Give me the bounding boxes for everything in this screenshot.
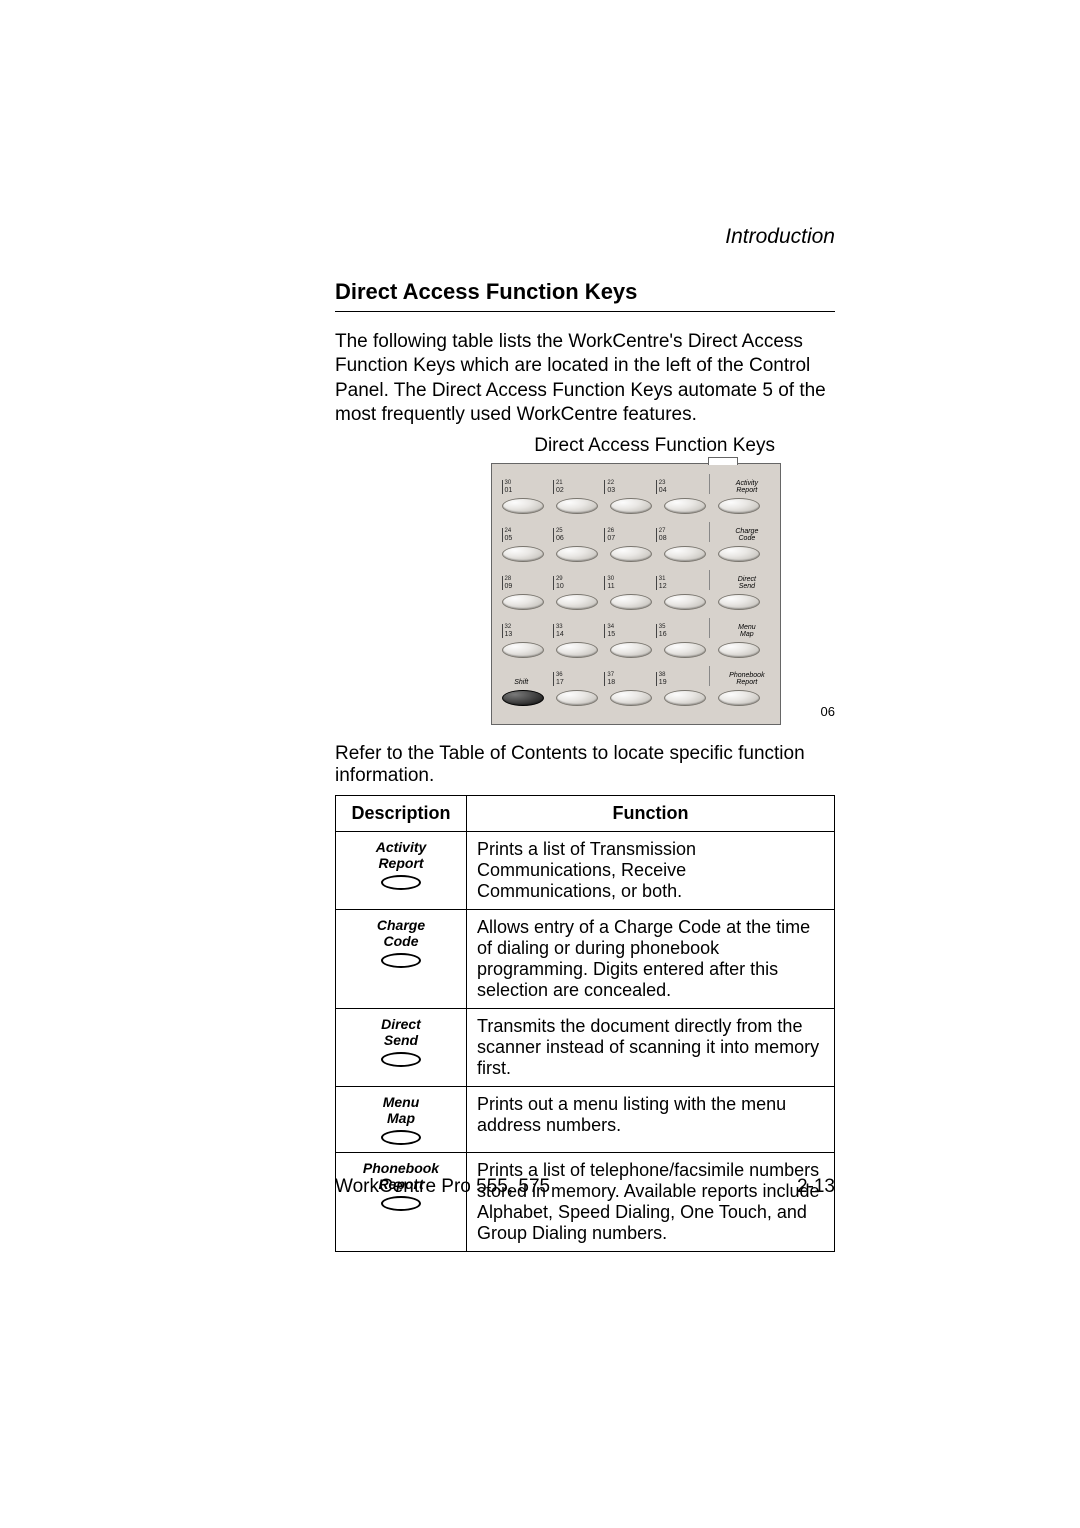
key-label: 3516 xyxy=(656,624,695,638)
key-button xyxy=(610,690,652,706)
func-key-label: PhonebookReport xyxy=(724,672,769,686)
table-header-function: Function xyxy=(467,796,835,832)
key-button xyxy=(502,594,544,610)
func-key-label: ActivityReport xyxy=(724,480,769,494)
key-button xyxy=(556,594,598,610)
func-key-label: DirectSend xyxy=(724,576,769,590)
table-row: MenuMapPrints out a menu listing with th… xyxy=(336,1087,835,1153)
row-key-label: PhonebookReport xyxy=(336,1153,467,1252)
shift-button xyxy=(502,690,544,706)
row-key-label: MenuMap xyxy=(336,1087,467,1153)
table-header-description: Description xyxy=(336,796,467,832)
key-icon xyxy=(381,1052,421,1067)
key-button xyxy=(664,546,706,562)
keypad-button-row xyxy=(502,498,770,514)
key-icon xyxy=(381,1196,421,1211)
key-label: 3314 xyxy=(553,624,592,638)
func-key-label: ChargeCode xyxy=(724,528,769,542)
figure-number: 06 xyxy=(821,704,835,719)
key-label: 3718 xyxy=(604,672,643,686)
shift-label: Shift xyxy=(502,679,541,686)
table-row: ActivityReportPrints a list of Transmiss… xyxy=(336,832,835,910)
key-button xyxy=(556,546,598,562)
key-button xyxy=(610,498,652,514)
key-button xyxy=(718,642,760,658)
table-row: ChargeCodeAllows entry of a Charge Code … xyxy=(336,910,835,1009)
key-button xyxy=(718,498,760,514)
row-function-text: Allows entry of a Charge Code at the tim… xyxy=(467,910,835,1009)
key-label: 2102 xyxy=(553,480,592,494)
key-button xyxy=(610,546,652,562)
key-label: 3415 xyxy=(604,624,643,638)
row-function-text: Prints out a menu listing with the menu … xyxy=(467,1087,835,1153)
row-function-text: Prints a list of Transmission Communicat… xyxy=(467,832,835,910)
key-label: 2607 xyxy=(604,528,643,542)
key-label: 2708 xyxy=(656,528,695,542)
key-button xyxy=(664,690,706,706)
key-label: 3001 xyxy=(502,480,541,494)
footer-page-number: 2-13 xyxy=(797,1176,835,1198)
key-label: 3213 xyxy=(502,624,541,638)
key-button xyxy=(664,594,706,610)
keypad-row: 3001 2102 2203 2304 ActivityReport xyxy=(502,474,770,494)
key-button xyxy=(610,594,652,610)
table-row: DirectSendTransmits the document directl… xyxy=(336,1009,835,1087)
key-button xyxy=(610,642,652,658)
key-label: 2203 xyxy=(604,480,643,494)
key-button xyxy=(664,642,706,658)
key-label: 2809 xyxy=(502,576,541,590)
key-label: 2405 xyxy=(502,528,541,542)
intro-paragraph: The following table lists the WorkCentre… xyxy=(335,330,835,427)
document-page: Introduction Direct Access Function Keys… xyxy=(0,0,1080,1528)
row-key-label: DirectSend xyxy=(336,1009,467,1087)
keypad-button-row xyxy=(502,594,770,610)
row-function-text: Prints a list of telephone/facsimile num… xyxy=(467,1153,835,1252)
keypad-row: 2405 2506 2607 2708 ChargeCode xyxy=(502,522,770,542)
section-rule xyxy=(335,311,835,312)
keypad-button-row xyxy=(502,546,770,562)
key-button xyxy=(718,690,760,706)
key-button xyxy=(502,642,544,658)
chapter-label: Introduction xyxy=(335,225,835,249)
key-button xyxy=(718,546,760,562)
row-key-label: ChargeCode xyxy=(336,910,467,1009)
key-label: 2910 xyxy=(553,576,592,590)
key-label: 3011 xyxy=(604,576,643,590)
keypad-row: 3213 3314 3415 3516 MenuMap xyxy=(502,618,770,638)
key-label: 3617 xyxy=(553,672,592,686)
key-label: 2506 xyxy=(553,528,592,542)
row-key-label: ActivityReport xyxy=(336,832,467,910)
page-footer: WorkCentre Pro 555, 575 2-13 xyxy=(335,1176,835,1198)
keypad-figure: 3001 2102 2203 2304 ActivityReport 2405 2506 26… xyxy=(491,463,781,725)
keypad-figure-wrap: 3001 2102 2203 2304 ActivityReport 2405 2506 26… xyxy=(335,463,835,725)
func-key-label: MenuMap xyxy=(724,624,769,638)
keypad-button-row xyxy=(502,690,770,706)
footer-product: WorkCentre Pro 555, 575 xyxy=(335,1176,550,1198)
key-button xyxy=(556,498,598,514)
keypad-row: 2809 2910 3011 3112 DirectSend xyxy=(502,570,770,590)
key-icon xyxy=(381,953,421,968)
figure-caption: Direct Access Function Keys xyxy=(335,435,835,457)
key-button xyxy=(502,546,544,562)
key-label: 3819 xyxy=(656,672,695,686)
table-row: PhonebookReportPrints a list of telephon… xyxy=(336,1153,835,1252)
row-function-text: Transmits the document directly from the… xyxy=(467,1009,835,1087)
key-button xyxy=(502,498,544,514)
key-button xyxy=(718,594,760,610)
key-button xyxy=(664,498,706,514)
refer-line: Refer to the Table of Contents to locate… xyxy=(335,743,835,787)
section-title: Direct Access Function Keys xyxy=(335,279,835,305)
key-button xyxy=(556,690,598,706)
key-icon xyxy=(381,1130,421,1145)
keypad-row: Shift 3617 3718 3819 PhonebookReport xyxy=(502,666,770,686)
key-icon xyxy=(381,875,421,890)
keypad-button-row xyxy=(502,642,770,658)
key-label: 3112 xyxy=(656,576,695,590)
key-button xyxy=(556,642,598,658)
key-label: 2304 xyxy=(656,480,695,494)
